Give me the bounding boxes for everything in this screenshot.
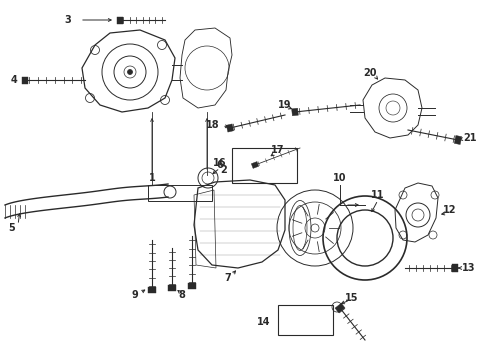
Polygon shape <box>251 162 258 168</box>
Polygon shape <box>117 17 123 23</box>
Text: 9: 9 <box>131 290 138 300</box>
Text: 19: 19 <box>278 100 291 110</box>
Text: 8: 8 <box>178 290 185 300</box>
Text: 14: 14 <box>256 317 269 327</box>
Text: 7: 7 <box>224 273 231 283</box>
Polygon shape <box>168 285 176 291</box>
Text: 16: 16 <box>212 158 225 168</box>
Text: 13: 13 <box>461 263 474 273</box>
Polygon shape <box>291 108 298 116</box>
Polygon shape <box>453 135 461 144</box>
Polygon shape <box>187 283 196 289</box>
Text: 20: 20 <box>363 68 376 78</box>
Text: 21: 21 <box>462 133 475 143</box>
Text: 11: 11 <box>370 190 384 200</box>
Bar <box>231 148 296 183</box>
Text: 15: 15 <box>345 293 358 303</box>
Polygon shape <box>226 124 233 132</box>
Text: 5: 5 <box>9 223 15 233</box>
Polygon shape <box>451 264 457 272</box>
Polygon shape <box>22 77 28 84</box>
Text: 1: 1 <box>148 173 155 183</box>
Text: 6: 6 <box>216 160 223 170</box>
Polygon shape <box>148 287 156 293</box>
Text: 3: 3 <box>64 15 71 25</box>
Text: 12: 12 <box>442 205 456 215</box>
Text: 2: 2 <box>220 165 226 175</box>
Circle shape <box>127 69 132 75</box>
Text: 4: 4 <box>11 75 18 85</box>
Text: 10: 10 <box>332 173 346 183</box>
Polygon shape <box>334 303 345 313</box>
Text: 18: 18 <box>206 120 220 130</box>
Bar <box>278 305 332 335</box>
Text: 17: 17 <box>271 145 284 155</box>
Bar <box>148 185 212 201</box>
